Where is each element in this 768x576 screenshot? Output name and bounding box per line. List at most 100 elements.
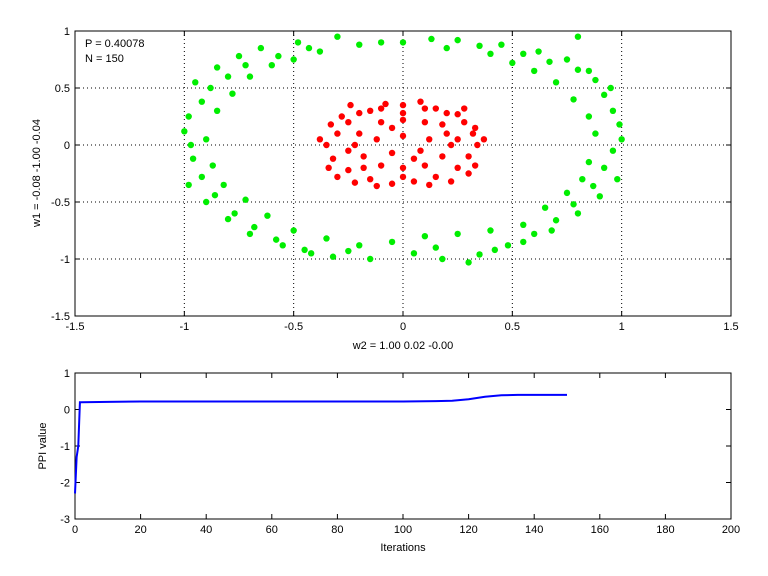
line-xlabel: Iterations bbox=[380, 542, 426, 554]
outer-point bbox=[509, 59, 516, 67]
outer-point bbox=[432, 244, 439, 251]
outer-point bbox=[546, 58, 553, 65]
inner-point bbox=[373, 182, 380, 190]
outer-point bbox=[399, 39, 407, 46]
outer-point bbox=[616, 121, 623, 128]
y-tick-label: 1 bbox=[64, 368, 70, 380]
outer-point bbox=[574, 66, 582, 73]
outer-point bbox=[410, 250, 418, 257]
inner-point bbox=[388, 124, 396, 132]
outer-point bbox=[257, 44, 265, 52]
x-tick-label: 1 bbox=[619, 321, 625, 333]
inner-point bbox=[345, 147, 352, 154]
outer-point bbox=[428, 35, 435, 43]
inner-point bbox=[417, 98, 424, 105]
x-tick-label: 200 bbox=[722, 524, 740, 536]
outer-point bbox=[609, 107, 617, 115]
inner-point bbox=[447, 178, 455, 185]
inner-point bbox=[325, 164, 332, 171]
inner-point bbox=[426, 136, 433, 143]
scatter-ylabel: w1 = -0.08 -1.00 -0.04 bbox=[31, 119, 43, 228]
outer-point bbox=[609, 147, 617, 154]
inner-point bbox=[471, 124, 479, 132]
outer-point bbox=[224, 215, 232, 223]
outer-point bbox=[192, 79, 199, 86]
outer-point bbox=[570, 96, 577, 103]
outer-point bbox=[465, 259, 472, 266]
inner-point bbox=[367, 176, 374, 183]
outer-point bbox=[520, 50, 527, 57]
outer-point bbox=[439, 255, 446, 263]
x-tick-label: 0 bbox=[72, 524, 78, 536]
inner-point bbox=[426, 181, 433, 189]
outer-point bbox=[220, 181, 227, 189]
scatter-axes-box bbox=[74, 30, 732, 317]
outer-point bbox=[476, 42, 483, 50]
y-tick-label: 0 bbox=[64, 405, 70, 417]
outer-point bbox=[585, 158, 593, 166]
inner-point bbox=[439, 121, 446, 128]
outer-point bbox=[585, 67, 593, 75]
x-tick-label: 180 bbox=[656, 524, 674, 536]
outer-point bbox=[541, 204, 549, 211]
outer-point bbox=[246, 73, 254, 80]
x-tick-label: 120 bbox=[459, 524, 477, 536]
scatter-plot: -1.5 -1 -0.5 0 0.5 1 1.5 -1.5 -1 -0.5 0 0.5 1 P = 0.… bbox=[31, 26, 739, 352]
inner-point bbox=[356, 130, 363, 137]
outer-point bbox=[207, 84, 214, 92]
outer-point bbox=[229, 90, 236, 97]
inner-point bbox=[410, 155, 418, 162]
inner-point bbox=[388, 180, 396, 187]
y-tick-label: -3 bbox=[60, 514, 70, 526]
outer-point bbox=[189, 155, 197, 162]
outer-point bbox=[290, 227, 297, 234]
outer-point bbox=[209, 162, 216, 169]
outer-point bbox=[224, 73, 232, 80]
inner-point bbox=[399, 109, 407, 117]
y-tick-label: -2 bbox=[60, 478, 70, 490]
outer-point bbox=[570, 201, 577, 208]
outer-point bbox=[367, 255, 374, 263]
x-tick-label: -1.5 bbox=[66, 321, 85, 333]
inner-point bbox=[345, 119, 352, 126]
inner-point bbox=[351, 179, 359, 186]
annotation-p: P = 0.40078 bbox=[85, 38, 144, 50]
outer-point bbox=[454, 36, 461, 44]
outer-point bbox=[592, 76, 599, 84]
ppi-series-line bbox=[74, 393, 567, 494]
outer-point bbox=[498, 41, 505, 48]
outer-point bbox=[203, 198, 210, 206]
inner-point bbox=[443, 109, 450, 117]
outer-point bbox=[329, 253, 337, 260]
inner-point bbox=[399, 132, 407, 140]
line-ticks: 0 20 40 60 80 100 120 140 160 180 200 -3 -2 -1 0 1 bbox=[60, 368, 740, 536]
inner-point bbox=[471, 162, 479, 169]
outer-point bbox=[279, 242, 286, 249]
outer-point bbox=[592, 130, 599, 137]
outer-point bbox=[275, 52, 282, 60]
outer-point bbox=[213, 107, 221, 115]
x-tick-label: 100 bbox=[394, 524, 412, 536]
inner-point bbox=[345, 166, 352, 174]
outer-point bbox=[574, 33, 582, 40]
inner-point bbox=[439, 153, 446, 160]
inner-point bbox=[399, 173, 407, 181]
outer-point bbox=[548, 227, 555, 234]
outer-point bbox=[531, 230, 538, 238]
outer-point bbox=[187, 141, 195, 149]
outer-point bbox=[242, 61, 249, 69]
inner-point bbox=[465, 170, 472, 177]
y-tick-label: 0.5 bbox=[55, 83, 70, 95]
inner-point bbox=[443, 130, 450, 137]
y-tick-label: -1 bbox=[60, 254, 70, 266]
line-axes-box bbox=[74, 372, 732, 520]
x-tick-label: 140 bbox=[525, 524, 543, 536]
x-tick-label: 0 bbox=[400, 321, 406, 333]
outer-point bbox=[421, 233, 429, 240]
x-tick-label: 60 bbox=[266, 524, 278, 536]
outer-point bbox=[203, 136, 210, 143]
inner-point bbox=[454, 164, 461, 171]
outer-point bbox=[316, 48, 324, 55]
outer-point bbox=[264, 212, 271, 219]
inner-point bbox=[399, 101, 407, 109]
